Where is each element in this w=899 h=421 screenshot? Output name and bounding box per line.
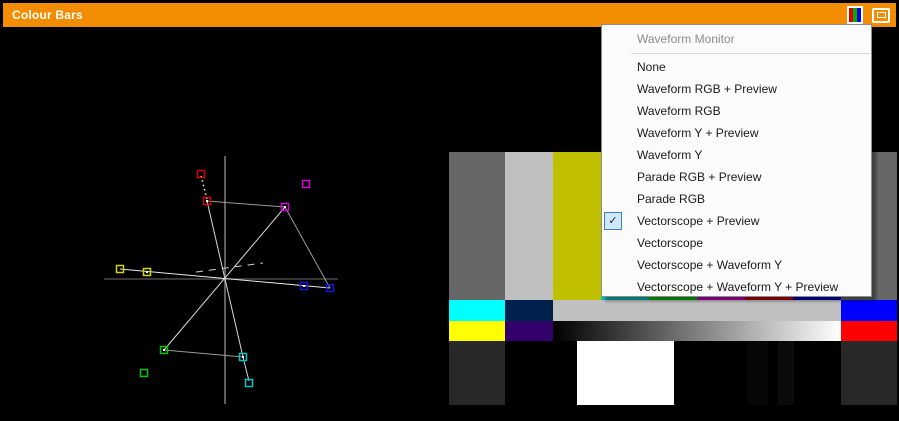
menu-item-label: Parade RGB <box>637 192 706 206</box>
titlebar-buttons <box>847 6 896 24</box>
pluge-block <box>841 341 897 405</box>
menu-header: Waveform Monitor <box>637 32 735 46</box>
scope-trace-dot <box>146 271 148 273</box>
scope-target-yellow-outer <box>115 264 125 274</box>
colour-bar <box>553 300 841 321</box>
scope-trace-line <box>163 349 244 358</box>
bar-row <box>449 300 897 321</box>
menu-item-label: Vectorscope + Waveform Y + Preview <box>637 280 839 294</box>
pluge-block <box>778 341 794 405</box>
scope-target-magenta-inner <box>280 202 290 212</box>
scope-target-green-outer <box>139 368 149 378</box>
rgb-channels-icon[interactable] <box>847 6 863 24</box>
vectorscope <box>104 156 338 404</box>
pluge-block <box>577 341 674 405</box>
menu-item-list: None Waveform RGB + Preview Waveform RGB Wa… <box>602 56 871 298</box>
scope-trace-dot <box>163 349 165 351</box>
check-icon: ✓ <box>604 212 622 230</box>
scope-target-blue-inner <box>299 281 309 291</box>
menu-item-label: None <box>637 60 666 74</box>
colour-bar <box>553 152 601 300</box>
scope-trace-line <box>206 200 286 208</box>
pluge-block <box>449 341 505 405</box>
window-title: Colour Bars <box>12 8 83 22</box>
scope-trace-line <box>284 206 331 289</box>
menu-item-waveform-y-preview[interactable]: Waveform Y + Preview <box>602 122 871 144</box>
colour-bar <box>449 300 505 321</box>
scope-trace-dot <box>303 285 305 287</box>
inner-window-glyph <box>876 12 886 18</box>
menu-item-label: Waveform RGB <box>637 104 721 118</box>
colour-bar <box>505 152 553 300</box>
menu-item-vectorscope-preview[interactable]: ✓ Vectorscope + Preview <box>602 210 871 232</box>
menu-item-label: Vectorscope + Preview <box>637 214 760 228</box>
menu-item-waveform-rgb[interactable]: Waveform RGB <box>602 100 871 122</box>
scope-target-green-inner <box>159 345 169 355</box>
scope-trace-line <box>206 200 244 358</box>
menu-item-none[interactable]: None <box>602 56 871 78</box>
menu-item-vectorscope[interactable]: Vectorscope <box>602 232 871 254</box>
waveform-monitor-menu: Waveform Monitor None Waveform RGB + Prev… <box>601 24 872 297</box>
scope-trace-dot <box>242 356 244 358</box>
scope-trace-line <box>163 206 286 351</box>
green-stripe <box>853 8 857 22</box>
pluge-block <box>747 341 768 405</box>
colour-bar <box>449 321 505 341</box>
scope-target-red-outer <box>196 169 206 179</box>
scope-trace-line <box>200 175 208 200</box>
red-stripe <box>849 8 853 22</box>
menu-item-vectorscope-waveform-y[interactable]: Vectorscope + Waveform Y <box>602 254 871 276</box>
scope-target-yellow-inner <box>142 267 152 277</box>
menu-item-label: Parade RGB + Preview <box>637 170 762 184</box>
scope-trace-dot <box>206 200 208 202</box>
bar-row-pluge <box>449 341 897 405</box>
menu-item-label: Waveform RGB + Preview <box>637 82 777 96</box>
menu-item-label: Waveform Y <box>637 148 703 162</box>
colour-bar <box>449 152 505 300</box>
scope-target-cyan-inner <box>238 352 248 362</box>
scope-trace-line <box>195 262 264 273</box>
menu-item-label: Waveform Y + Preview <box>637 126 759 140</box>
colour-bar <box>505 321 553 341</box>
scope-target-red-inner <box>202 196 212 206</box>
menu-item-label: Vectorscope + Waveform Y <box>637 258 783 272</box>
colour-bar <box>841 300 897 321</box>
menu-item-waveform-rgb-preview[interactable]: Waveform RGB + Preview <box>602 78 871 100</box>
colour-bar <box>505 300 553 321</box>
menu-item-vectorscope-waveform-y-preview[interactable]: Vectorscope + Waveform Y + Preview <box>602 276 871 298</box>
window-mode-icon[interactable] <box>872 7 890 23</box>
blue-stripe <box>857 8 861 22</box>
scope-target-magenta-outer <box>301 179 311 189</box>
title-bar: Colour Bars <box>3 3 896 27</box>
menu-item-label: Vectorscope <box>637 236 704 250</box>
menu-item-parade-rgb[interactable]: Parade RGB <box>602 188 871 210</box>
colour-bar <box>841 321 897 341</box>
menu-item-waveform-y[interactable]: Waveform Y <box>602 144 871 166</box>
colour-bar <box>553 321 841 341</box>
scope-target-cyan-outer <box>244 378 254 388</box>
scope-target-blue-outer <box>325 283 335 293</box>
menu-item-parade-rgb-preview[interactable]: Parade RGB + Preview <box>602 166 871 188</box>
menu-separator <box>631 53 870 54</box>
bar-row <box>449 321 897 341</box>
scope-trace-dot <box>284 206 286 208</box>
